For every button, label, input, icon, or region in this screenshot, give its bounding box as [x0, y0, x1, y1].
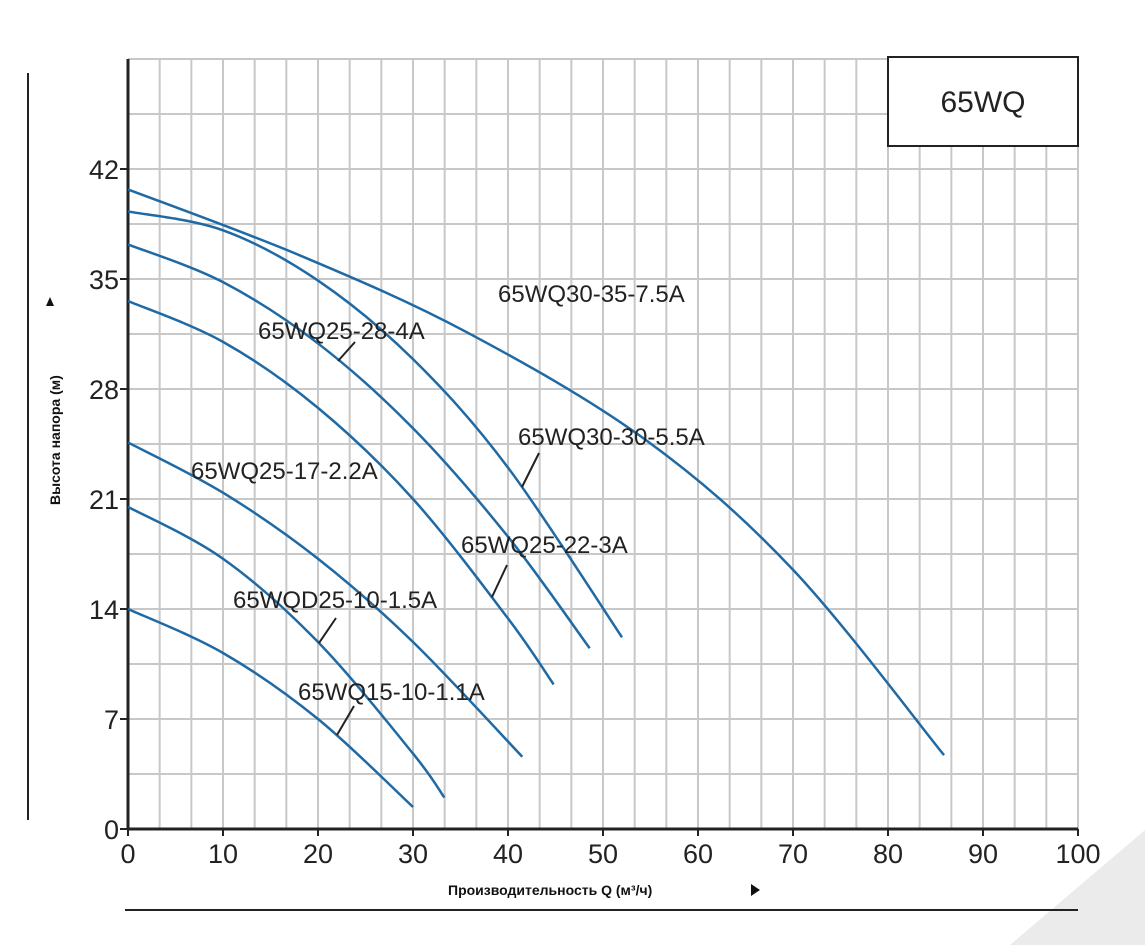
- series-line-5: [127, 210, 624, 638]
- y-axis-title: Высота напора (м): [47, 375, 63, 505]
- x-tick-label: 80: [873, 839, 903, 869]
- series-label: 65WQ25-28-4A: [258, 318, 425, 345]
- x-tick-label: 40: [493, 839, 523, 869]
- series-line-1: [127, 505, 446, 799]
- series-label: 65WQD25-10-1.5A: [233, 587, 437, 614]
- x-tick-label: 20: [303, 839, 333, 869]
- label-leader-line: [318, 617, 337, 644]
- label-leader-line: [521, 452, 540, 488]
- y-tick-label: 14: [89, 595, 119, 625]
- series-labels: 65WQ15-10-1.1A 65WQD25-10-1.5A 65WQ25-17-2…: [191, 281, 705, 736]
- y-tick-label: 28: [89, 375, 119, 405]
- series-line-2: [127, 441, 524, 758]
- label-leader-line: [336, 705, 355, 736]
- x-tick-label: 60: [683, 839, 713, 869]
- x-tick-label: 70: [778, 839, 808, 869]
- chart-title: 65WQ: [940, 86, 1025, 119]
- x-tick-label: 30: [398, 839, 428, 869]
- x-tick-label: 50: [588, 839, 618, 869]
- decorative-corner-triangle: [1010, 830, 1145, 945]
- series-line-0: [127, 607, 414, 808]
- series-label: 65WQ30-35-7.5A: [498, 281, 685, 308]
- series-label: 65WQ30-30-5.5A: [518, 424, 705, 451]
- series-label: 65WQ15-10-1.1A: [298, 679, 485, 706]
- x-axis-arrow-icon: [751, 884, 760, 896]
- series-line-6: [127, 188, 946, 756]
- label-leader-line: [491, 564, 508, 598]
- y-tick-label: 0: [104, 815, 119, 845]
- label-leader-line: [337, 341, 356, 362]
- series-line-3: [127, 299, 555, 686]
- series-group: [127, 188, 946, 808]
- x-axis-title: Производительность Q (м³/ч): [448, 882, 652, 898]
- y-tick-label: 21: [89, 485, 119, 515]
- x-tick-label: 100: [1055, 839, 1100, 869]
- grid: [128, 58, 1079, 829]
- x-tick-label: 10: [208, 839, 238, 869]
- series-line-4: [127, 243, 591, 650]
- x-tick-label: 0: [120, 839, 135, 869]
- y-tick-label: 42: [89, 155, 119, 185]
- series-label: 65WQ25-22-3A: [461, 532, 628, 559]
- x-tick-label: 90: [968, 839, 998, 869]
- y-tick-label: 7: [104, 705, 119, 735]
- title-box: 65WQ: [887, 56, 1079, 147]
- series-label: 65WQ25-17-2.2A: [191, 458, 378, 485]
- y-tick-label: 35: [89, 265, 119, 295]
- axes: 0 10 20 30 40 50 60 70 80 90 100 0 7 14 21 28 35 42: [89, 59, 1101, 869]
- y-axis-arrow-icon: [46, 297, 54, 306]
